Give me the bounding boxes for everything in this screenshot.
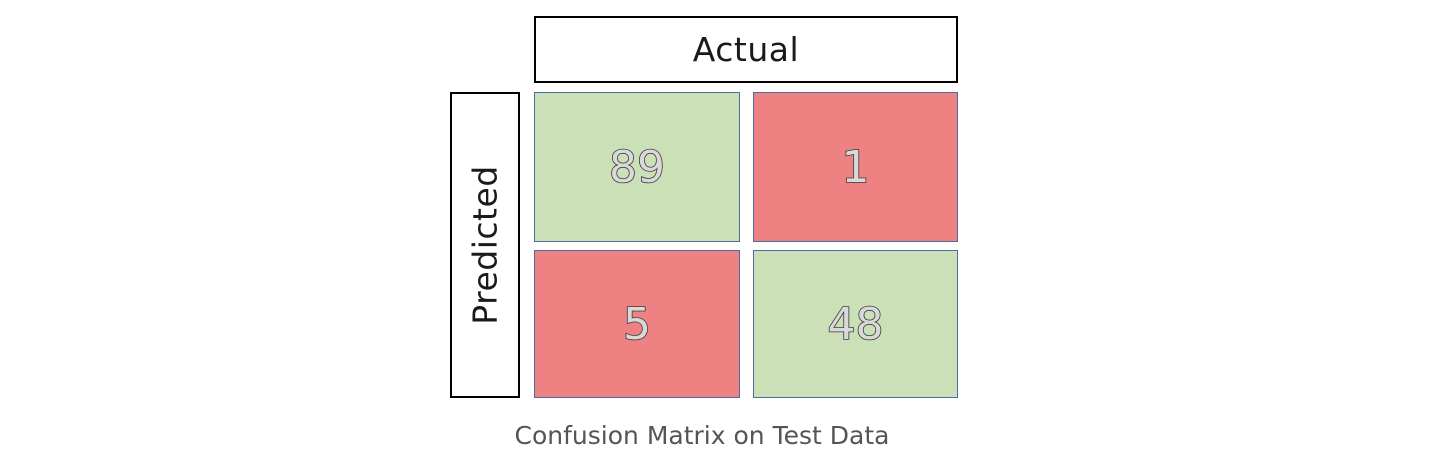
figure-caption: Confusion Matrix on Test Data bbox=[514, 421, 890, 450]
predicted-label: Predicted bbox=[465, 165, 505, 325]
matrix-cell-value: 5 bbox=[622, 298, 652, 351]
matrix-cell-bottom-right: 48 bbox=[753, 250, 958, 398]
matrix-cell-value: 89 bbox=[608, 141, 666, 194]
matrix-cell-top-right: 1 bbox=[753, 92, 958, 242]
actual-header-box: Actual bbox=[534, 16, 958, 83]
predicted-header-box: Predicted bbox=[450, 92, 520, 398]
matrix-cell-value: 1 bbox=[841, 141, 871, 194]
matrix-cell-value: 48 bbox=[827, 298, 885, 351]
matrix-cell-top-left: 89 bbox=[534, 92, 740, 242]
actual-label: Actual bbox=[692, 30, 800, 69]
matrix-cell-bottom-left: 5 bbox=[534, 250, 740, 398]
